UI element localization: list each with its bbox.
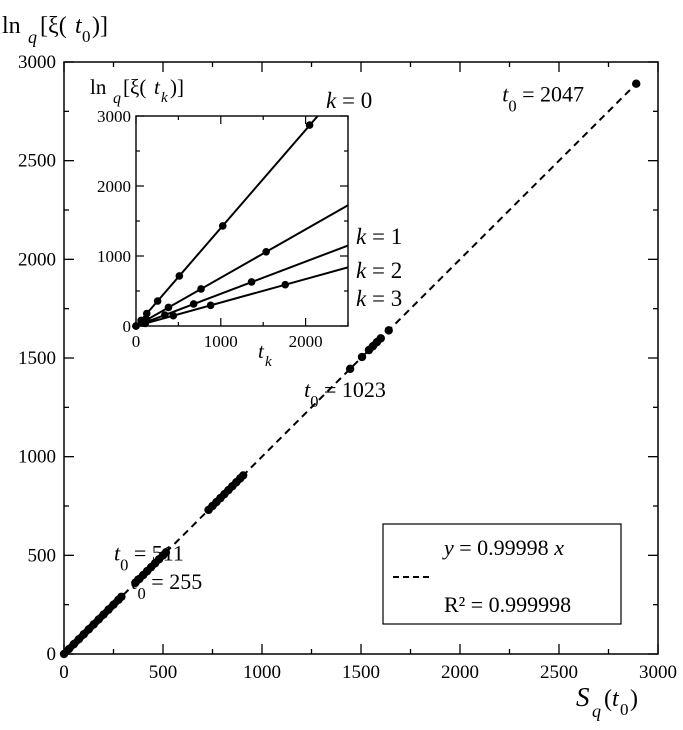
main-y-tick-label: 2500	[18, 151, 56, 172]
main-x-tick-label: 3000	[639, 662, 677, 683]
inset-y-tick-label: 3000	[97, 107, 131, 126]
inset-data-point	[175, 272, 184, 280]
inset-y-tick-label: 1000	[97, 247, 131, 266]
main-xlabel-0: 0	[620, 700, 629, 719]
inset-ylabel-k: k	[161, 90, 168, 106]
inset-data-point	[169, 311, 178, 320]
inset-data-point	[247, 278, 256, 286]
inset-x-tick-label: 0	[132, 332, 141, 351]
main-ylabel-t: t	[75, 13, 83, 39]
inset-data-points	[132, 121, 314, 330]
inset-data-point	[132, 322, 140, 330]
main-xlabel-open: (	[604, 686, 612, 712]
inset-ylabel-ln: ln	[90, 75, 107, 99]
main-annotation: t0 = 1023	[304, 377, 386, 411]
inset-data-point	[305, 121, 314, 129]
inset-series-label: k = 1	[356, 224, 402, 249]
main-x-tick-label: 500	[149, 662, 178, 683]
inset-ylabel-bracket: [ξ(	[123, 75, 146, 99]
inset-x-tick-label: 1000	[204, 332, 238, 351]
inset-series-line	[136, 116, 319, 326]
main-x-tick-label: 1500	[342, 662, 380, 683]
inset-ylabel-q: q	[113, 90, 121, 107]
inset-xlabel-k: k	[265, 354, 272, 370]
inset-ylabel-t: t	[154, 75, 161, 99]
main-y-tick-label: 1500	[18, 348, 56, 369]
inset-data-point	[141, 319, 150, 328]
inset-frame	[135, 115, 349, 327]
main-annotation: t0 = 511	[114, 540, 184, 574]
main-annotation: t0 = 255	[131, 569, 202, 603]
main-x-tick-label: 0	[59, 662, 69, 683]
main-ylabel-0: 0	[82, 27, 91, 46]
main-data-point	[345, 364, 355, 374]
inset-data-point	[189, 300, 198, 308]
inset-tick-labels: 0 1000 2000 0 1000 2000 3000	[97, 107, 323, 351]
inset-xlabel-t: t	[258, 339, 265, 363]
main-xlabel-S: S	[576, 682, 590, 712]
main-y-tick-label: 0	[47, 644, 57, 665]
main-data-point	[384, 326, 393, 335]
main-x-tick-label: 2500	[540, 662, 578, 683]
inset-data-point	[153, 297, 162, 305]
legend: y = 0.99998 x R² = 0.999998	[382, 523, 622, 625]
inset-data-point	[206, 301, 215, 310]
main-x-tick-label: 1000	[243, 662, 281, 683]
inset-series-label: k = 2	[356, 258, 402, 283]
main-y-tick-label: 2000	[18, 249, 56, 270]
inset-series-labels: k = 0 k = 1 k = 2 k = 3	[326, 88, 402, 311]
main-tick-labels: 0 500 1000 1500 2000 2500 3000 0 500 1000 1500 2000…	[18, 52, 677, 683]
main-ylabel-close: )]	[92, 13, 108, 39]
main-data-points	[59, 79, 641, 659]
inset-data-point	[164, 303, 173, 312]
inset-data-point	[161, 311, 169, 319]
main-y-tick-label: 500	[28, 545, 57, 566]
inset-data-point	[197, 285, 205, 293]
main-data-point	[238, 471, 248, 480]
legend-box	[382, 523, 622, 625]
legend-equation: y = 0.99998 x	[442, 535, 564, 560]
inset-y-tick-label: 2000	[97, 177, 131, 196]
inset-data-point	[281, 280, 290, 289]
main-ylabel-q: q	[28, 27, 37, 47]
main-data-point	[161, 548, 171, 557]
main-xlabel-q: q	[592, 701, 601, 721]
inset-ylabel-close: )]	[170, 75, 184, 99]
legend-r2: R² = 0.999998	[444, 592, 571, 617]
main-y-tick-label: 3000	[18, 52, 56, 73]
inset-series-label: k = 3	[356, 286, 402, 311]
main-x-tick-label: 2000	[441, 662, 479, 683]
main-ylabel-ln: ln	[2, 13, 21, 39]
main-xlabel-t: t	[612, 686, 620, 712]
main-data-point	[632, 79, 641, 88]
inset-data-point	[142, 309, 151, 318]
main-y-tick-label: 1000	[18, 447, 56, 468]
inset-y-tick-label: 0	[123, 317, 132, 336]
main-data-point	[117, 592, 126, 601]
main-axis-ticks	[63, 61, 659, 655]
main-annotation: t0 = 2047	[502, 82, 584, 116]
inset-data-point	[262, 248, 270, 256]
inset-series-label: k = 0	[326, 88, 372, 113]
main-data-point	[376, 334, 385, 343]
main-ylabel-bracket: [ξ(	[40, 13, 67, 39]
main-data-point	[357, 352, 367, 362]
inset-data-point	[218, 222, 227, 230]
inset-x-tick-label: 2000	[289, 332, 323, 351]
main-xlabel-close: )	[630, 686, 638, 712]
